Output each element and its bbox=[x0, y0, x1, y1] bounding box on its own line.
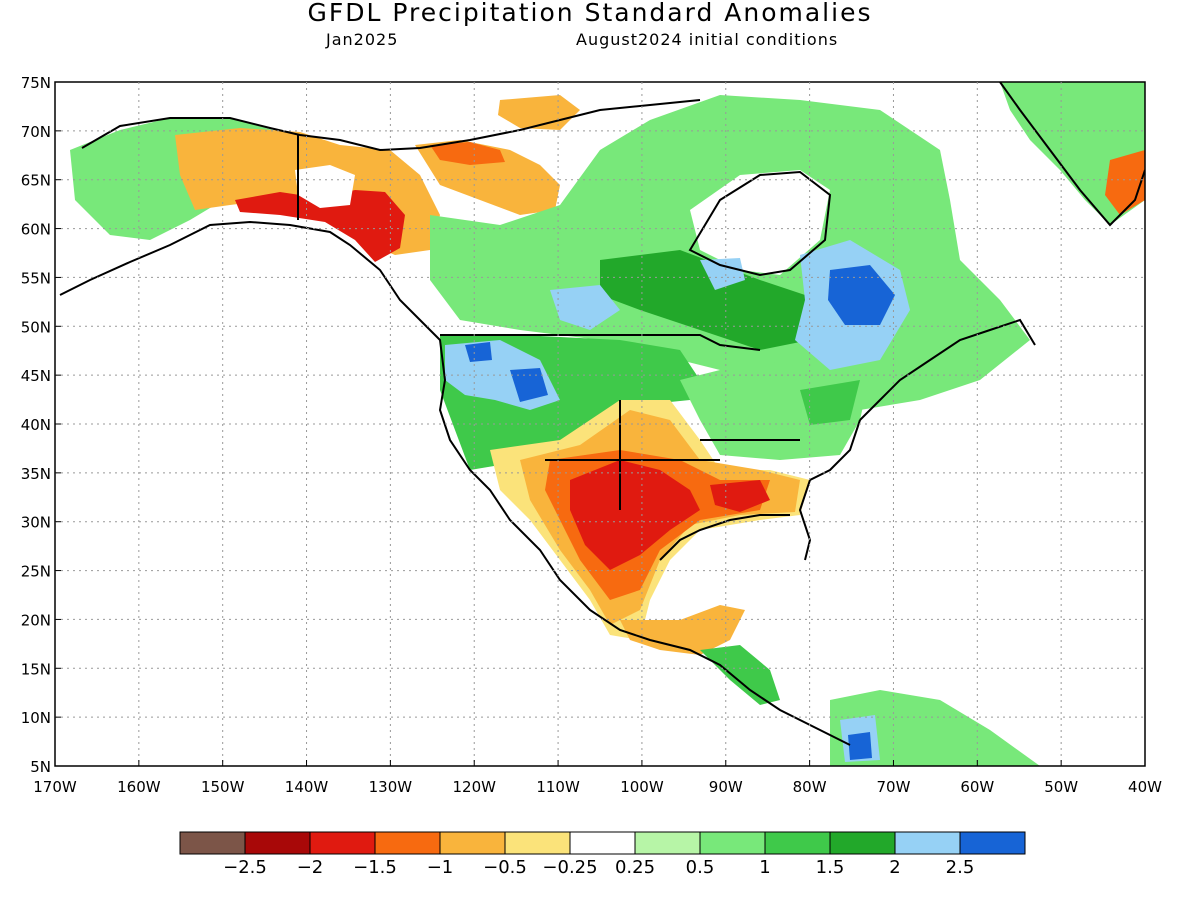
colorbar-label: 1 bbox=[759, 857, 770, 878]
anomaly-region-arctic-orange bbox=[498, 95, 580, 130]
lat-tick-label: 35N bbox=[21, 465, 51, 483]
lon-tick-label: 150W bbox=[201, 778, 245, 796]
anomaly-region-alaska-red bbox=[235, 190, 405, 262]
anomaly-region-southeast-red bbox=[710, 480, 770, 512]
lon-tick-label: 110W bbox=[536, 778, 580, 796]
forecast-month: Jan2025 bbox=[326, 30, 399, 49]
lon-tick-label: 60W bbox=[960, 778, 994, 796]
colorbar-label: 0.5 bbox=[686, 857, 715, 878]
colorbar-label: 0.25 bbox=[615, 857, 655, 878]
colorbar: −2.5 −2 −1.5 −1 −0.5 −0.25 0.25 0.5 1 1.5 2 2.5 bbox=[179, 831, 1026, 878]
graticule bbox=[54, 81, 1146, 767]
lat-tick-label: 10N bbox=[21, 709, 51, 727]
map-title: GFDL Precipitation Standard Anomalies bbox=[307, 0, 873, 27]
lat-tick-label: 25N bbox=[21, 563, 51, 581]
lat-tick-label: 70N bbox=[21, 123, 51, 141]
lon-tick-label: 160W bbox=[117, 778, 161, 796]
lon-tick-label: 120W bbox=[452, 778, 496, 796]
lon-tick-label: 170W bbox=[33, 778, 77, 796]
lat-tick-label: 20N bbox=[21, 611, 51, 629]
anomaly-region-southamerica-green bbox=[830, 690, 1040, 766]
lat-tick-label: 65N bbox=[21, 172, 51, 190]
lon-tick-label: 100W bbox=[620, 778, 664, 796]
initial-conditions: August2024 initial conditions bbox=[576, 30, 839, 49]
anomaly-region-uswest-blue bbox=[510, 368, 548, 402]
colorbar-swatch bbox=[504, 831, 571, 855]
colorbar-swatch bbox=[894, 831, 961, 855]
lon-tick-label: 140W bbox=[285, 778, 329, 796]
anomaly-region-centralamerica-green bbox=[700, 645, 780, 705]
colorbar-label: −1.5 bbox=[353, 857, 397, 878]
colorbar-label: 2.5 bbox=[946, 857, 975, 878]
anomaly-region-yukon-white bbox=[295, 165, 355, 208]
lat-tick-label: 60N bbox=[21, 221, 51, 239]
colorbar-swatch bbox=[959, 831, 1026, 855]
axis-labels: 75N 70N 65N 60N 55N 50N 45N 40N 35N 30N 25N 20N 15N 1… bbox=[21, 74, 1162, 796]
lon-tick-label: 130W bbox=[369, 778, 413, 796]
anomaly-region-ussouth-red bbox=[570, 460, 700, 570]
colorbar-swatch bbox=[439, 831, 506, 855]
anomaly-shading bbox=[70, 82, 1145, 766]
anomaly-region-useast-dark-green bbox=[800, 380, 860, 425]
anomaly-region-quebec-dark-green bbox=[600, 250, 820, 350]
anomaly-region-nwt-dark-orange bbox=[430, 142, 505, 165]
colorbar-swatch bbox=[699, 831, 766, 855]
colorbar-label: −2 bbox=[297, 857, 324, 878]
lon-tick-label: 70W bbox=[877, 778, 911, 796]
colorbar-label: −2.5 bbox=[223, 857, 267, 878]
colorbar-swatch bbox=[309, 831, 376, 855]
anomaly-region-useast-green bbox=[680, 360, 870, 460]
lon-tick-label: 50W bbox=[1044, 778, 1078, 796]
lat-tick-label: 50N bbox=[21, 318, 51, 336]
colorbar-swatch bbox=[244, 831, 311, 855]
colorbar-swatch bbox=[764, 831, 831, 855]
anomaly-region-southamerica-blue bbox=[848, 732, 872, 760]
colorbar-swatch bbox=[374, 831, 441, 855]
coastlines bbox=[59, 82, 1145, 746]
colorbar-label: −0.25 bbox=[542, 857, 597, 878]
colorbar-label: 2 bbox=[889, 857, 900, 878]
colorbar-label: −0.5 bbox=[483, 857, 527, 878]
lat-tick-label: 15N bbox=[21, 660, 51, 678]
anomaly-region-quebec-blue bbox=[828, 265, 895, 325]
anomaly-region-prairie-light-blue bbox=[550, 285, 620, 330]
anomaly-region-centralamerica-orange bbox=[620, 605, 745, 655]
lon-tick-label: 90W bbox=[709, 778, 743, 796]
colorbar-swatch bbox=[829, 831, 896, 855]
anomaly-region-northwest-blue bbox=[465, 342, 492, 362]
anomaly-region-ontario-light-blue bbox=[700, 258, 745, 290]
lat-tick-label: 45N bbox=[21, 367, 51, 385]
lon-tick-label: 80W bbox=[793, 778, 827, 796]
colorbar-label: 1.5 bbox=[816, 857, 845, 878]
lat-tick-label: 40N bbox=[21, 416, 51, 434]
lat-tick-label: 55N bbox=[21, 269, 51, 287]
lat-tick-label: 5N bbox=[30, 758, 51, 776]
colorbar-swatch bbox=[569, 831, 636, 855]
colorbar-swatch bbox=[179, 831, 246, 855]
lat-tick-label: 75N bbox=[21, 74, 51, 92]
lon-tick-label: 40W bbox=[1128, 778, 1162, 796]
colorbar-swatch bbox=[634, 831, 701, 855]
lat-tick-label: 30N bbox=[21, 514, 51, 532]
colorbar-label: −1 bbox=[427, 857, 454, 878]
